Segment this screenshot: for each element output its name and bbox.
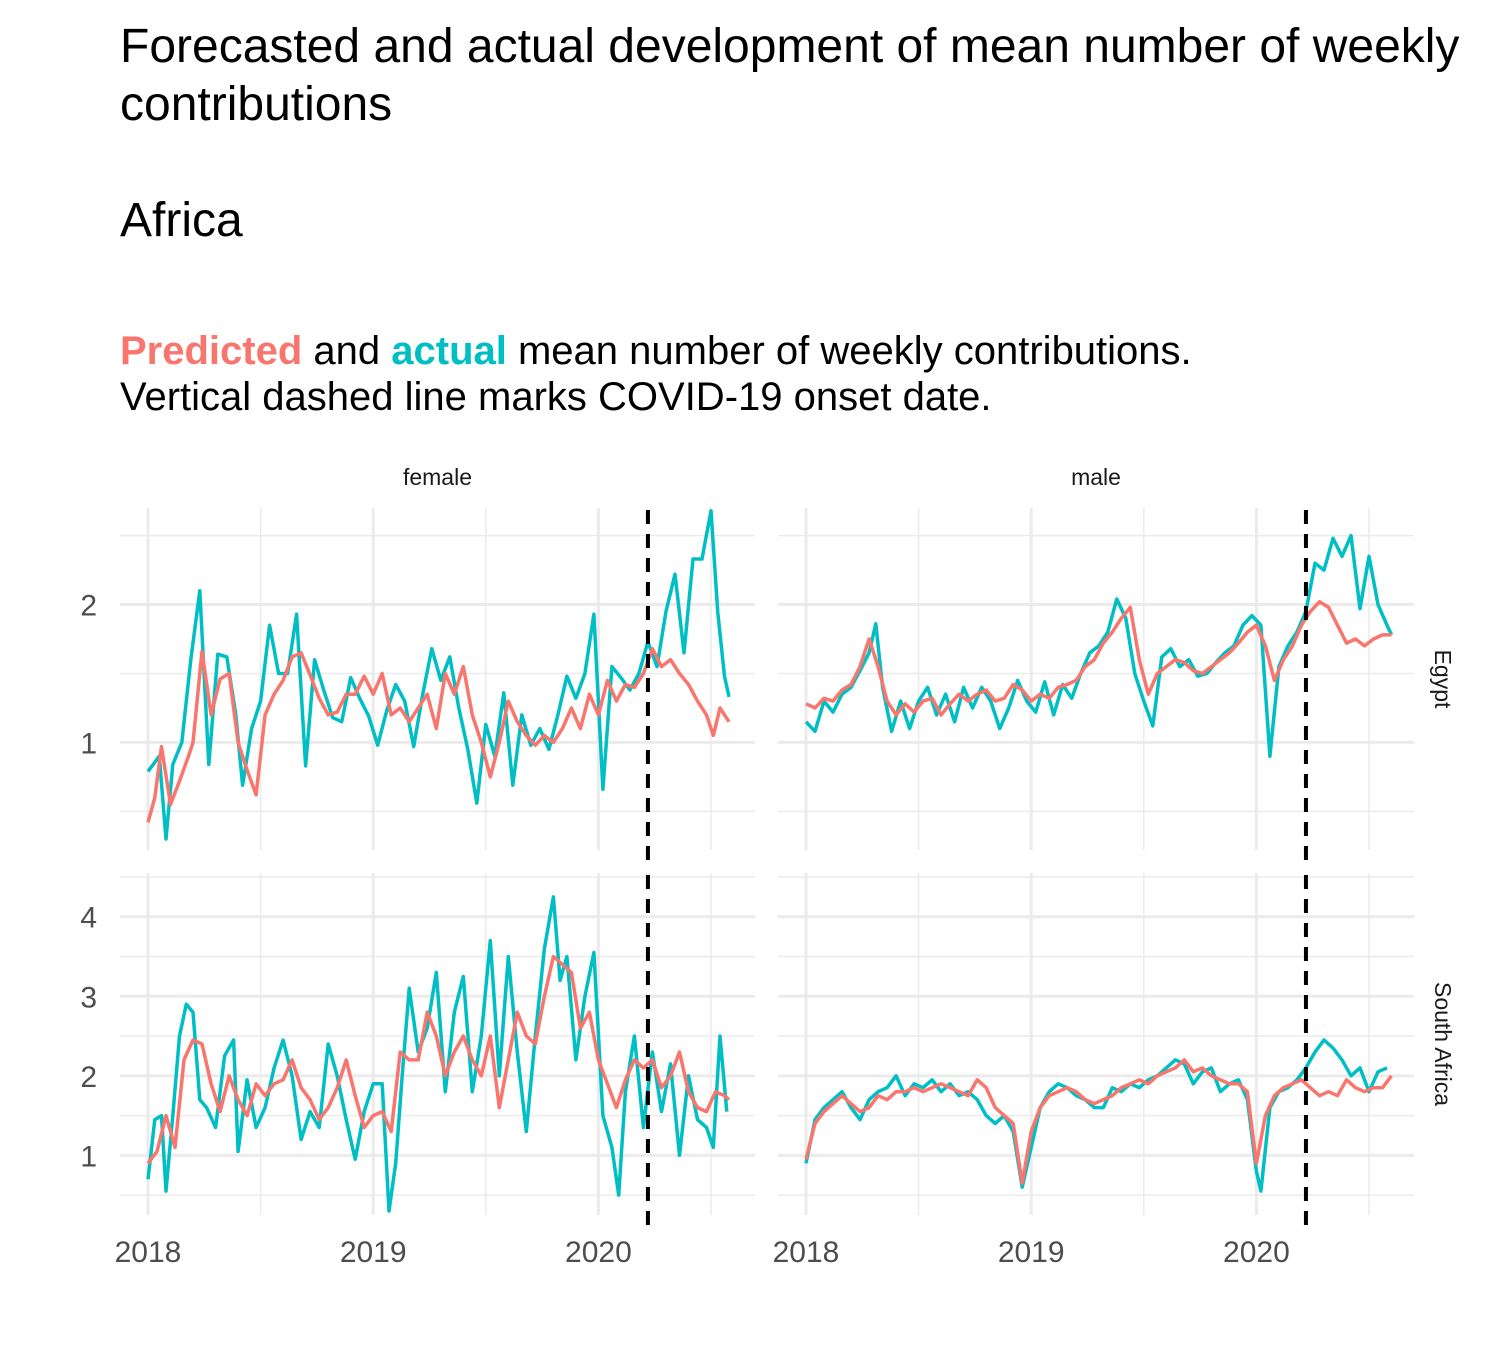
- facet-label-male: male: [1071, 464, 1121, 490]
- y-tick-label: 2: [80, 1061, 97, 1094]
- x-tick-label: 2019: [340, 1236, 407, 1269]
- predicted-label: Predicted: [120, 329, 303, 373]
- facet-label-female: female: [403, 464, 472, 490]
- x-tick-label: 2020: [1223, 1236, 1290, 1269]
- actual-label: actual: [391, 329, 507, 373]
- x-tick-label: 2020: [565, 1236, 632, 1269]
- y-tick-label: 1: [80, 727, 97, 760]
- y-tick-label: 1: [80, 1140, 97, 1173]
- facet-label-south-africa: South Africa: [1430, 982, 1456, 1106]
- facet-label-egypt: Egypt: [1430, 650, 1456, 709]
- region-heading: Africa: [120, 194, 243, 247]
- subtitle-line-1: Predicted and actual mean number of week…: [120, 328, 1460, 374]
- predicted-series-line-egypt-male: [805, 600, 1392, 717]
- y-tick-label: 3: [80, 981, 97, 1014]
- actual-series-line-south-africa-female: [146, 895, 729, 1213]
- predicted-series-line-egypt-female: [146, 646, 731, 823]
- predicted-series-line-south-africa-male: [804, 1058, 1393, 1185]
- actual-series-line-egypt-female: [146, 509, 731, 841]
- predicted-series-line-south-africa-female: [146, 954, 731, 1165]
- chart-title: Forecasted and actual development of mea…: [120, 20, 1460, 131]
- x-tick-label: 2019: [998, 1236, 1065, 1269]
- y-tick-label: 2: [80, 590, 97, 623]
- subtitle-line-2: Vertical dashed line marks COVID-19 onse…: [120, 375, 992, 419]
- y-tick-label: 4: [80, 902, 97, 935]
- x-tick-label: 2018: [773, 1236, 840, 1269]
- subtitle-rest: mean number of weekly contributions.: [506, 329, 1192, 373]
- x-tick-label: 2018: [115, 1236, 182, 1269]
- chart-subtitle: Predicted and actual mean number of week…: [120, 328, 1460, 420]
- actual-series-line-egypt-male: [804, 533, 1394, 758]
- subtitle-and: and: [302, 329, 392, 373]
